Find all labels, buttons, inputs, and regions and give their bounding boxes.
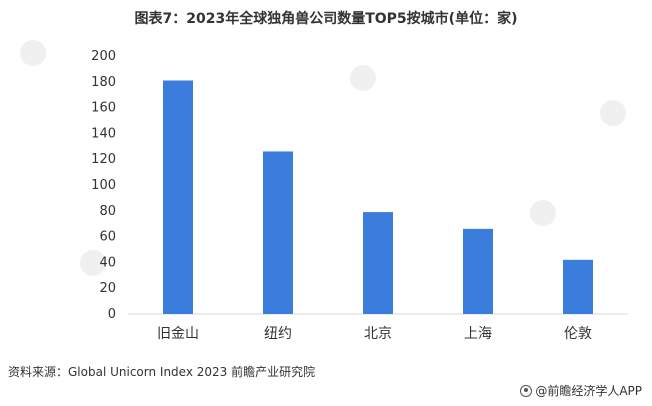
x-tick-label: 上海: [464, 326, 492, 342]
x-tick-label: 北京: [364, 326, 392, 342]
y-tick-label: 100: [91, 178, 116, 193]
x-tick-label: 纽约: [264, 326, 292, 342]
y-tick-label: 120: [91, 152, 116, 167]
brand-credit: @前瞻经济学人APP: [520, 382, 642, 399]
y-tick-label: 160: [91, 101, 116, 116]
chart-title: 图表7：2023年全球独角兽公司数量TOP5按城市(单位：家): [134, 11, 518, 27]
y-tick-label: 80: [99, 204, 116, 219]
bar-1: [263, 151, 293, 314]
brand-label: @前瞻经济学人APP: [535, 384, 642, 398]
brand-icon: [520, 384, 533, 397]
y-tick-label: 40: [99, 255, 116, 270]
y-tick-label: 60: [99, 230, 116, 245]
bar-0: [163, 80, 193, 314]
y-tick-label: 180: [91, 75, 116, 90]
x-tick-label: 伦敦: [564, 326, 592, 342]
bar-4: [563, 259, 593, 314]
y-tick-label: 140: [91, 126, 116, 141]
y-tick-label: 20: [99, 281, 116, 296]
y-tick-label: 200: [91, 49, 116, 64]
x-tick-label: 旧金山: [157, 326, 199, 342]
bar-3: [463, 228, 493, 314]
bar-2: [363, 212, 393, 314]
y-tick-label: 0: [108, 307, 116, 322]
source-note: 资料来源：Global Unicorn Index 2023 前瞻产业研究院: [8, 365, 316, 379]
